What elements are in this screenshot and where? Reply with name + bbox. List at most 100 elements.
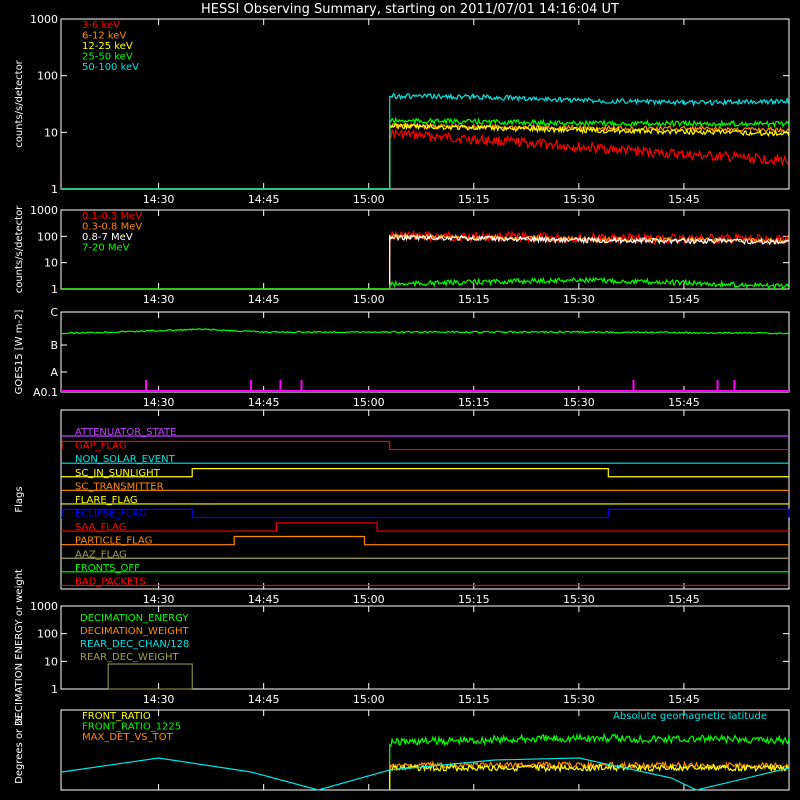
legend-entry: 3-6 keV [82,20,120,31]
goes-flux-line [61,328,790,335]
chart-title: HESSI Observing Summary, starting on 201… [201,2,619,17]
flag-line [61,508,790,519]
y-tick-label: 10 [44,655,58,668]
y-axis-label: DECIMATION ENERGY or weight [14,569,25,726]
flag-label: AAZ_FLAG [75,549,127,560]
x-tick-label: 14:30 [143,593,175,606]
flag-line [61,522,789,532]
y-axis-label: counts/s/detector [14,205,25,293]
x-tick-label: 15:15 [458,396,490,409]
panel-4: 14:30 14:45 15:00 15:15 15:30 15:45 Flags ATTEN… [14,409,790,606]
legend-entry: 50-100 keV [82,62,139,73]
legend-entry: 12-25 keV [82,41,133,52]
legend-entry: 0.1-0.3 MeV [82,211,142,222]
x-tick-label: 15:00 [353,193,385,206]
y-tick-label: 1000 [30,13,58,26]
x-tick-label: 15:15 [458,193,490,206]
legend-entry: 25-50 keV [82,52,133,63]
y-tick-label: 10 [44,126,58,139]
legend-entry: 0.3-0.8 MeV [82,222,142,233]
series-line [61,232,790,290]
series-line [61,121,790,190]
legend-entry: 0.8-7 MeV [82,232,133,243]
y-tick-label: 1 [51,183,58,196]
flag-label: NON_SOLAR_EVENT [75,454,176,465]
series-line [389,732,790,790]
x-tick-label: 15:30 [563,293,595,306]
y-axis-label: Degrees or % [14,716,25,784]
panel-6: Degrees or % FRONT_RATIOFRONT_RATIO_1225M… [14,709,790,791]
flag-line [61,440,789,451]
series-line [389,762,789,790]
panel-5: 14:30 14:45 15:00 15:15 15:30 15:45 DECIMATION… [14,569,790,726]
legend-entry: DECIMATION_WEIGHT [80,626,189,637]
x-tick-label: 14:45 [248,593,280,606]
panels: 14:30 14:45 15:00 15:15 15:30 15:45 counts/s/d… [14,13,790,791]
flag-label: FLARE_FLAG [75,495,138,506]
x-tick-label: 15:00 [353,293,385,306]
x-tick-label: 15:30 [563,593,595,606]
x-tick-label: 14:45 [248,693,280,706]
x-tick-label: 15:30 [563,396,595,409]
x-tick-label: 15:45 [668,193,700,206]
flag-line [61,468,789,478]
y-tick-label: A0.1 [33,386,58,399]
x-tick-label: 15:45 [668,293,700,306]
y-axis-label: counts/s/detector [14,59,25,147]
flag-label: GAP_FLAG [75,441,127,452]
y-tick-label: 100 [37,628,58,641]
x-tick-label: 14:45 [248,396,280,409]
x-tick-label: 14:45 [248,293,280,306]
y-tick-label: 100 [37,70,58,83]
flag-label: FRONTS_OFF [75,563,140,574]
y-tick-label: B [50,339,58,352]
legend-entry: MAX_DET_VS_TOT [82,732,174,743]
legend-entry-right: Absolute geomagnetic latitude [613,711,767,722]
x-tick-label: 14:30 [143,193,175,206]
x-tick-label: 14:45 [248,193,280,206]
x-tick-label: 15:30 [563,693,595,706]
panel-frame [60,209,790,290]
x-tick-label: 15:15 [458,593,490,606]
panel-frame [60,605,790,690]
rear-dec-weight-box [107,663,193,690]
flag-label: SC_TRANSMITTER [75,481,164,492]
panel-frame [60,409,790,590]
x-tick-label: 14:30 [143,293,175,306]
x-tick-label: 15:00 [353,396,385,409]
y-tick-label: 1000 [30,600,58,613]
series-line [61,276,790,291]
x-tick-label: 15:00 [353,693,385,706]
series-line [61,757,790,791]
flag-label: ECLIPSE_FLAG [75,509,146,520]
legend-entry: DECIMATION_ENERGY [80,613,189,624]
y-axis-label: GOES15 [W m-2] [14,310,25,395]
y-tick-label: 10 [44,257,58,270]
x-tick-label: 15:15 [458,693,490,706]
x-tick-label: 15:00 [353,593,385,606]
x-tick-label: 15:45 [668,396,700,409]
y-tick-label: 1 [51,283,58,296]
legend-entry: 7-20 MeV [82,243,130,254]
legend-entry: REAR_DEC_CHAN/128 [80,639,189,650]
y-tick-label: A [50,366,58,379]
y-tick-label: 100 [37,230,58,243]
legend-entry: 6-12 keV [82,31,126,42]
x-tick-label: 15:45 [668,593,700,606]
flag-label: SC_IN_SUNLIGHT [75,468,161,479]
flag-line [61,535,789,546]
series-line [61,233,790,290]
panel-frame [60,311,790,393]
x-tick-label: 15:30 [563,193,595,206]
y-tick-label: 1 [51,683,58,696]
flag-label: BAD_PACKETS [75,576,146,587]
legend-entry: FRONT_RATIO [82,711,151,722]
y-tick-label: C [50,306,58,319]
panel-3: 14:30 14:45 15:00 15:15 15:30 15:45 GOES15 [W … [14,306,790,409]
x-tick-label: 14:30 [143,396,175,409]
legend-entry: REAR_DEC_WEIGHT [80,652,179,663]
legend-entry: FRONT_RATIO_1225 [82,722,181,733]
panel-1: 14:30 14:45 15:00 15:15 15:30 15:45 counts/s/d… [14,13,790,206]
y-tick-label: 1000 [30,204,58,217]
